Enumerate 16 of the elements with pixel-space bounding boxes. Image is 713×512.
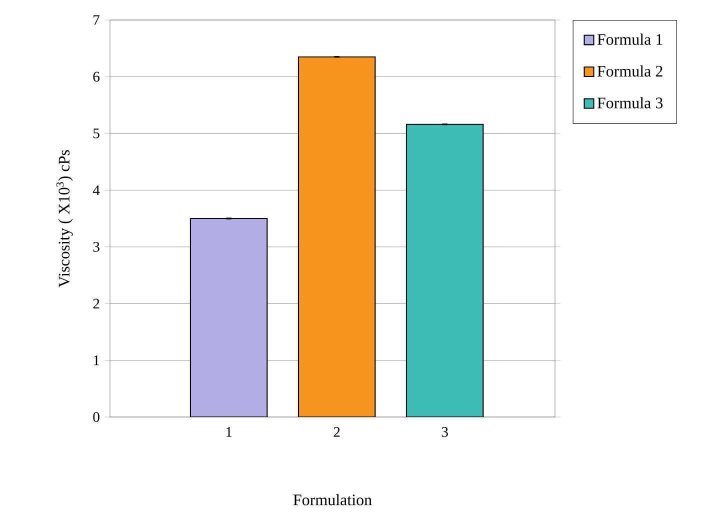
y-tick-label: 0 bbox=[93, 412, 100, 422]
y-tick-label: 7 bbox=[94, 15, 100, 25]
x-axis-title: Formulation bbox=[293, 494, 372, 506]
y-tick-label: 2 bbox=[93, 298, 100, 308]
x-tick-label: 3 bbox=[442, 427, 448, 437]
legend-label: Formula 3 bbox=[597, 97, 663, 108]
y-tick-label: 5 bbox=[93, 128, 100, 138]
x-tick-label: 1 bbox=[226, 427, 232, 437]
y-tick-label: 4 bbox=[92, 185, 100, 195]
legend-label: Formula 2 bbox=[597, 65, 662, 77]
y-tick-label: 3 bbox=[93, 242, 100, 252]
y-tick-label: 1 bbox=[94, 355, 100, 366]
legend-label: Formula 1 bbox=[597, 34, 662, 45]
y-tick-label: 6 bbox=[93, 72, 100, 82]
x-tick-label: 2 bbox=[334, 427, 340, 437]
y-axis-title: Viscosity ( X10$^{3}$) cPs bbox=[56, 150, 73, 288]
